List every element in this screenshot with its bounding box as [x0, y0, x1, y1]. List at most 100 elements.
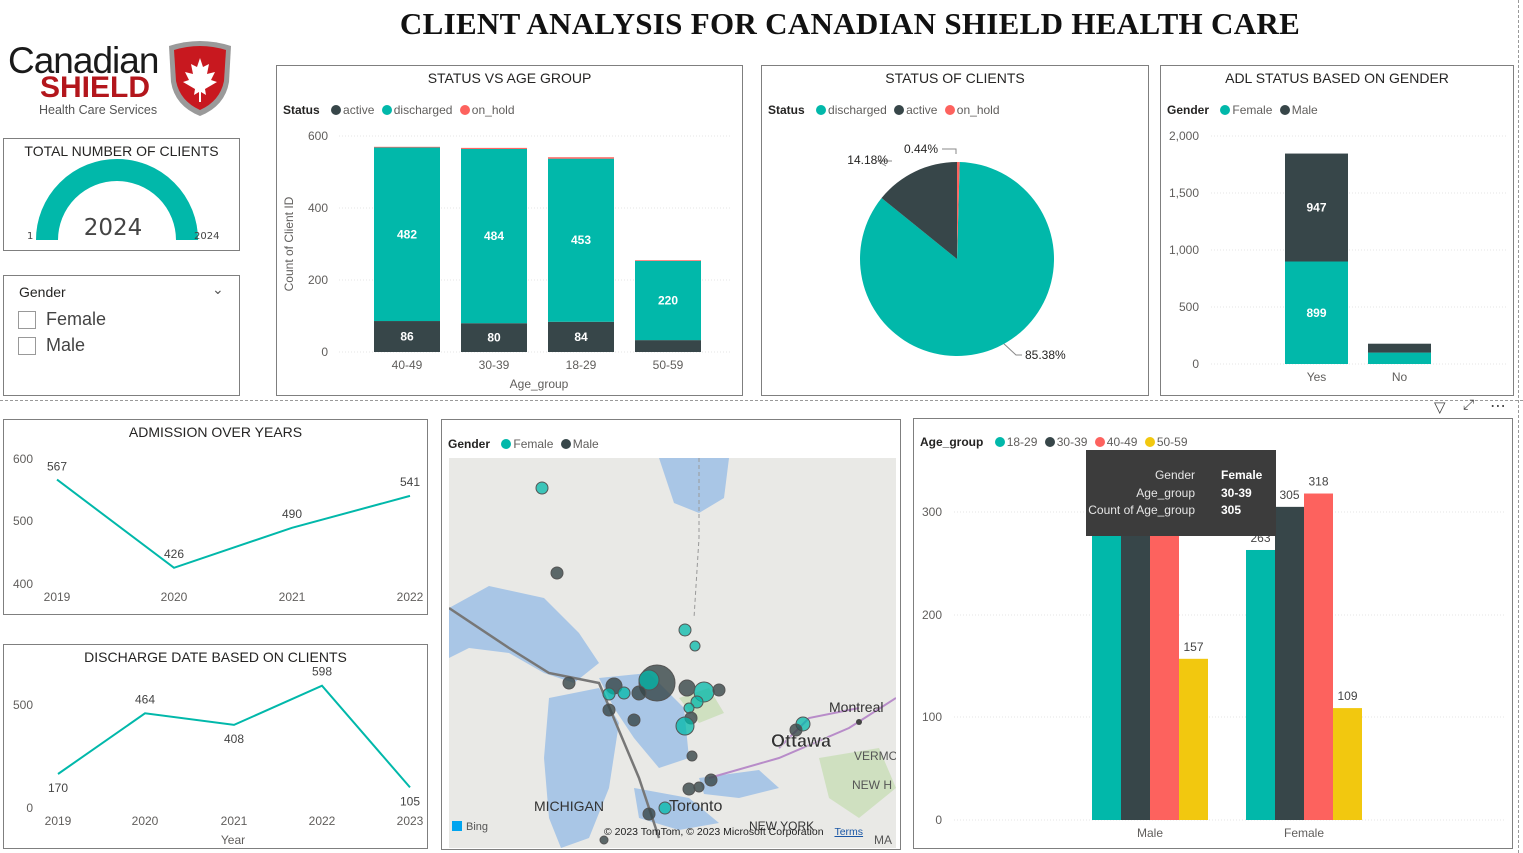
legend-item[interactable]: 40-49 [1106, 435, 1138, 449]
x-tick-label: 2020 [132, 814, 159, 828]
lake-michigan [544, 688, 619, 848]
data-label: 947 [1306, 201, 1326, 215]
y-tick-label: 300 [922, 505, 942, 519]
y-tick-label: 0 [321, 345, 328, 359]
status-clients-chart[interactable]: STATUS OF CLIENTS Status discharged acti… [761, 65, 1149, 396]
x-tick-label: 2022 [309, 814, 336, 828]
client-marker [712, 683, 726, 697]
bar [1150, 522, 1179, 820]
legend-title: Gender [1167, 103, 1210, 117]
client-marker [602, 703, 616, 717]
data-label: 482 [397, 227, 417, 241]
legend-title: Age_group [920, 435, 984, 449]
more-options-icon[interactable]: ⋯ [1490, 396, 1506, 415]
client-marker [658, 801, 672, 815]
legend-item[interactable]: discharged [393, 103, 453, 117]
slicer-option-label: Female [46, 309, 107, 329]
line-series [57, 684, 411, 789]
discharge-chart[interactable]: DISCHARGE DATE BASED ON CLIENTS 500 0 Ye… [3, 644, 428, 849]
bar-segment [374, 147, 440, 322]
admission-chart[interactable]: ADMISSION OVER YEARS 600 500 400 567 426 4… [3, 419, 428, 615]
kpi-value: 2024 [83, 215, 143, 241]
slicer-option-female[interactable]: Female [18, 309, 106, 330]
y-tick-label: 2,000 [1169, 129, 1199, 143]
bar-segment [548, 321, 614, 352]
legend-item[interactable]: on_hold [471, 103, 515, 117]
chart-title: ADL STATUS BASED ON GENDER [1225, 70, 1449, 86]
y-tick-label: 0 [1192, 357, 1199, 371]
legend-item[interactable]: active [343, 103, 375, 117]
gender-slicer[interactable]: Gender ⌄ Female Male [3, 275, 240, 396]
y-axis-title: Count of Client ID [282, 196, 296, 291]
lake-superior [449, 586, 599, 683]
data-label: 86 [400, 330, 414, 344]
checkbox[interactable] [18, 310, 36, 329]
legend-item[interactable]: 18-29 [1006, 435, 1038, 449]
legend-swatch [1044, 437, 1055, 447]
map-label-newyork: NEW YORK [749, 819, 814, 833]
legend-swatch [501, 439, 512, 449]
data-label: 598 [312, 665, 332, 679]
checkbox[interactable] [18, 336, 36, 355]
status-age-chart[interactable]: STATUS VS AGE GROUP Status active discha… [276, 65, 743, 396]
y-tick-label: 100 [922, 710, 942, 724]
section-divider [0, 400, 1523, 401]
chevron-down-icon[interactable]: ⌄ [212, 282, 224, 298]
x-tick-label: 2019 [44, 590, 71, 604]
slicer-title: Gender [19, 284, 66, 300]
y-tick-label: 600 [13, 452, 33, 466]
data-label: 453 [571, 233, 591, 247]
terms-link[interactable]: Terms [834, 826, 864, 838]
legend-item[interactable]: active [906, 103, 938, 117]
x-tick-label: Male [1137, 826, 1163, 840]
client-marker [642, 807, 656, 821]
legend-item[interactable]: on_hold [956, 103, 1000, 117]
logo-line-3: Health Care Services [39, 103, 158, 117]
y-tick-label: 1,000 [1169, 243, 1199, 257]
x-tick-label: 2019 [45, 814, 72, 828]
legend-item[interactable]: 30-39 [1056, 435, 1088, 449]
x-tick-label: 2021 [279, 590, 306, 604]
client-map[interactable]: Gender Female Male Montreal Ottawa MICHI… [441, 419, 901, 850]
page-edge [1518, 0, 1519, 853]
filter-icon[interactable]: ▽ [1434, 398, 1446, 416]
pie-plot: 85.38% 14.18% 0.44% [847, 142, 1066, 362]
y-tick-label: 400 [308, 201, 328, 215]
adl-gender-chart[interactable]: ADL STATUS BASED ON GENDER Gender Female… [1160, 65, 1514, 396]
client-marker [678, 679, 696, 697]
kpi-total-clients[interactable]: TOTAL NUMBER OF CLIENTS 2024 1 2024 [3, 138, 240, 251]
x-tick-label: 40-49 [392, 358, 423, 372]
tooltip-value: 30-39 [1221, 486, 1252, 500]
bar-segment [548, 157, 614, 159]
tooltip-key: Count of Age_group [1088, 503, 1195, 517]
x-tick-label: 18-29 [566, 358, 597, 372]
legend-swatch [459, 105, 470, 115]
client-marker [631, 685, 647, 701]
y-tick-label: 600 [308, 129, 328, 143]
legend-swatch [331, 105, 342, 115]
legend-item[interactable]: 50-59 [1156, 435, 1188, 449]
data-label: 109 [1337, 689, 1357, 703]
slicer-option-male[interactable]: Male [18, 335, 85, 356]
legend-item[interactable]: Male [1291, 103, 1318, 117]
tooltip-row: Count of Age_group 305 [1086, 503, 1276, 520]
data-label: 426 [164, 547, 184, 561]
data-label: 80 [487, 331, 501, 345]
y-tick-label: 1,500 [1169, 186, 1199, 200]
legend-item[interactable]: Female [513, 437, 554, 451]
company-logo: Canadian SHIELD Health Care Services [8, 40, 238, 120]
legend-item[interactable]: Male [572, 437, 599, 451]
legend-item[interactable]: discharged [828, 103, 887, 117]
pie-slice [957, 162, 960, 259]
map-canvas[interactable]: Montreal Ottawa MICHIGAN Toronto NEW YOR… [449, 458, 896, 848]
shield-logo-icon [169, 41, 231, 116]
chart-legend: Status active discharged on_hold [283, 103, 515, 117]
data-label: 464 [135, 692, 155, 706]
tooltip-value: 305 [1221, 503, 1242, 517]
focus-mode-icon[interactable]: ⤢ [1463, 397, 1475, 413]
client-marker [789, 723, 803, 737]
legend-item[interactable]: Female [1232, 103, 1273, 117]
legend-swatch [1144, 437, 1155, 447]
bar [1304, 493, 1333, 820]
tooltip-key: Gender [1154, 468, 1195, 482]
